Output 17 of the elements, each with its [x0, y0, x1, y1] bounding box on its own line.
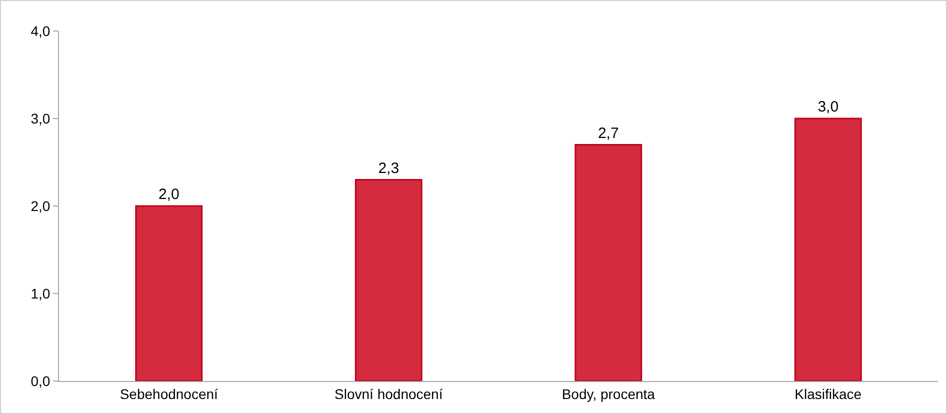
bar — [135, 205, 203, 381]
y-tick-label: 4,0 — [30, 22, 50, 39]
bar — [354, 179, 422, 381]
y-tick-label: 2,0 — [30, 198, 50, 214]
data-label: 2,0 — [158, 186, 180, 203]
bar — [574, 144, 642, 381]
data-label: 2,3 — [378, 160, 400, 177]
x-tick-label: Klasifikace — [794, 386, 862, 402]
bar — [794, 118, 862, 381]
data-label: 2,7 — [598, 124, 619, 142]
y-tick-label: 0,0 — [30, 372, 50, 389]
y-tick-label: 3,0 — [30, 110, 50, 126]
y-tick-label: 1,0 — [30, 285, 50, 302]
x-tick-label: Body, procenta — [562, 386, 656, 402]
x-tick-label: Sebehodnocení — [120, 386, 218, 402]
data-label: 3,0 — [818, 98, 839, 116]
x-tick-label: Slovní hodnocení — [334, 386, 443, 402]
